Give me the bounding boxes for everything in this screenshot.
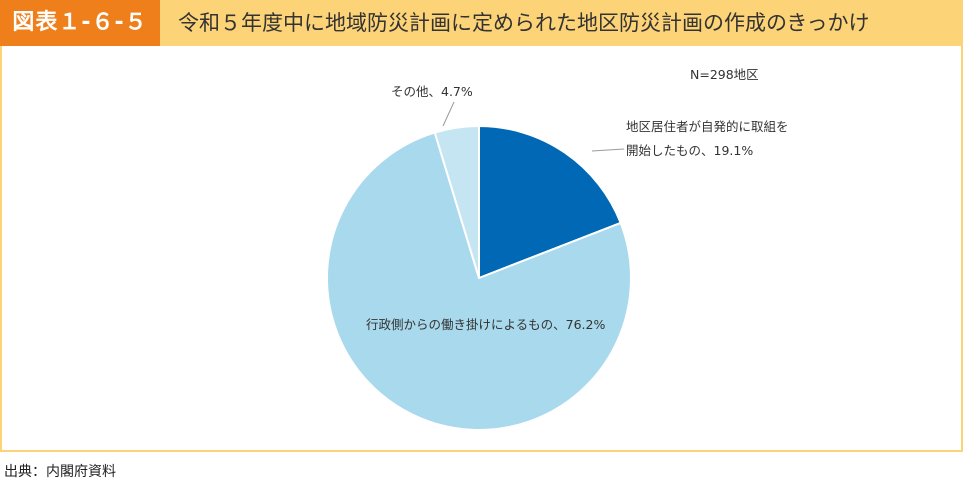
slice-label-resident-line1: 地区居住者が自発的に取組を (626, 119, 789, 134)
leader-line-other (442, 101, 455, 127)
leader-line-resident (591, 148, 625, 152)
pie-chart: N=298地区 その他、4.7% 地区居住者が自発的に取組を 開始したもの、19… (325, 67, 789, 431)
slice-label-admin: 行政側からの働き掛けによるもの、76.2% (366, 317, 605, 332)
figure-header (0, 0, 963, 46)
pie-slice-other (433, 124, 480, 279)
figure-title: 令和５年度中に地域防災計画に定められた地区防災計画の作成のきっかけ (178, 11, 870, 35)
slice-label-resident-line2: 開始したもの、19.1% (626, 143, 753, 158)
source-note: 出典：内閣府資料 (4, 464, 116, 480)
figure-label: 図表１-６-５ (0, 0, 160, 46)
note-label: N=298地区 (690, 67, 759, 82)
slice-label-other: その他、4.7% (391, 84, 473, 99)
pie-slice-resident (478, 124, 622, 280)
pie-slice-admin (325, 131, 632, 431)
pie-slices (325, 124, 632, 431)
